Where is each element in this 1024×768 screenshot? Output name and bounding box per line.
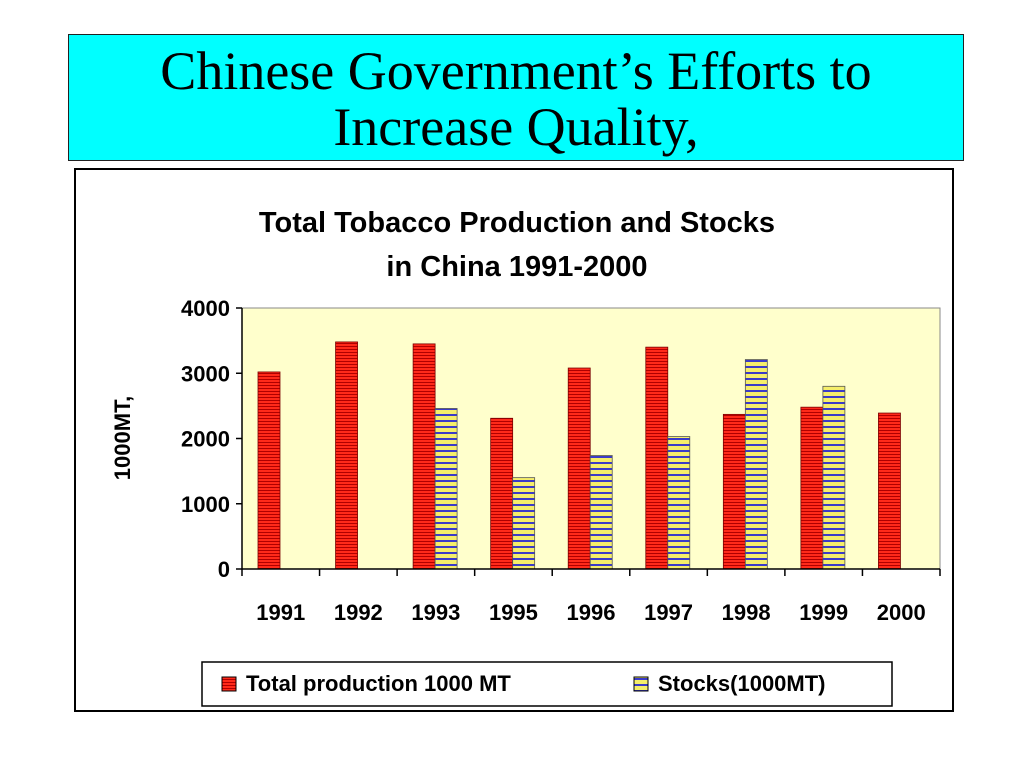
bars (257, 341, 901, 570)
x-tick-label: 1998 (722, 600, 771, 625)
bar-production (645, 346, 669, 570)
x-tick-label: 1993 (411, 600, 460, 625)
bar-production (800, 406, 824, 570)
bar-production (412, 343, 436, 570)
x-tick-label: 1991 (256, 600, 305, 625)
bar-stocks (512, 477, 535, 569)
y-tick-label: 1000 (181, 492, 230, 517)
slide-title-box: Chinese Government’s Efforts to Increase… (68, 34, 964, 161)
x-tick-label: 1997 (644, 600, 693, 625)
x-tick-label: 1996 (567, 600, 616, 625)
bar-stocks (667, 436, 690, 569)
bar-stocks (745, 359, 768, 569)
x-tick-label: 1999 (799, 600, 848, 625)
chart-frame: Total Tobacco Production and Stocks in C… (74, 168, 954, 712)
y-tick-label: 4000 (181, 296, 230, 321)
bar-stocks (435, 408, 458, 569)
x-tick-label: 1995 (489, 600, 538, 625)
y-tick-label: 2000 (181, 427, 230, 452)
legend-box (201, 661, 893, 707)
bar-production (878, 412, 901, 570)
legend-label-production: Total production 1000 MT (246, 671, 511, 696)
x-tick-label: 1992 (334, 600, 383, 625)
bar-production (335, 341, 358, 570)
bar-stocks (590, 455, 613, 569)
slide-title-line2: Increase Quality, (333, 97, 699, 157)
legend-swatch-stocks (633, 676, 649, 692)
bar-production (257, 371, 281, 570)
bar-production (567, 367, 591, 570)
chart-title-line2: in China 1991-2000 (386, 251, 647, 283)
y-tick-label: 0 (218, 557, 230, 582)
legend: Total production 1000 MT Stocks(1000MT) (201, 661, 893, 707)
chart-title-line1: Total Tobacco Production and Stocks (259, 207, 775, 239)
bar-production (722, 413, 746, 570)
bar-chart: Total Tobacco Production and Stocks in C… (110, 207, 941, 707)
legend-swatch-production (221, 676, 237, 692)
bar-production (490, 417, 514, 570)
y-tick-label: 3000 (181, 361, 230, 386)
slide-title-line1: Chinese Government’s Efforts to (160, 41, 872, 101)
bar-stocks (822, 386, 845, 569)
slide-title: Chinese Government’s Efforts to Increase… (69, 35, 963, 155)
legend-label-stocks: Stocks(1000MT) (658, 671, 826, 696)
x-axis: 1991 1992 1993 1995 1996 1997 1998 1999 2000 (241, 568, 941, 625)
x-tick-label: 2000 (877, 600, 926, 625)
y-axis: 0 1000 2000 3000 4000 (181, 296, 243, 582)
y-axis-label: 1000MT, (110, 396, 135, 480)
